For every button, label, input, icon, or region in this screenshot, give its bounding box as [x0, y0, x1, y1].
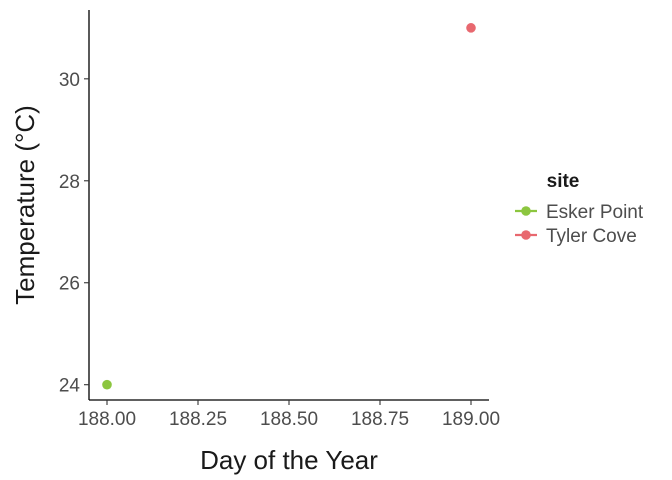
y-tick-label: 30: [59, 70, 80, 91]
legend-item: Esker Point: [515, 202, 644, 223]
y-axis-ticks: 24 26 28 30: [59, 70, 89, 397]
y-tick-label: 28: [59, 172, 80, 193]
legend-item: Tyler Cove: [515, 226, 637, 247]
data-point: [102, 379, 112, 390]
legend-title: site: [547, 171, 580, 192]
x-axis-title: Day of the Year: [200, 445, 378, 475]
legend-key-point: [521, 230, 531, 240]
x-tick-label: 188.50: [260, 409, 318, 430]
y-tick-label: 26: [59, 274, 80, 295]
x-tick-label: 188.75: [351, 409, 409, 430]
y-tick-label: 24: [59, 376, 81, 397]
legend-key-point: [521, 206, 531, 216]
legend: site Esker Point Tyler Cove: [515, 171, 644, 247]
data-points: [102, 23, 476, 390]
x-tick-label: 188.25: [169, 409, 227, 430]
x-axis-ticks: 188.00 188.25 188.50 188.75 189.00: [78, 400, 500, 430]
x-tick-label: 188.00: [78, 409, 136, 430]
legend-items: Esker Point Tyler Cove: [515, 202, 644, 247]
legend-label: Esker Point: [546, 202, 644, 223]
plot-area: 24 26 28 30 188.00 188.25 188.50 188.75 189.00: [59, 10, 500, 430]
x-tick-label: 189.00: [442, 409, 500, 430]
legend-label: Tyler Cove: [546, 226, 637, 247]
y-axis-title: Temperature (°C): [10, 105, 40, 305]
data-point: [466, 23, 476, 33]
